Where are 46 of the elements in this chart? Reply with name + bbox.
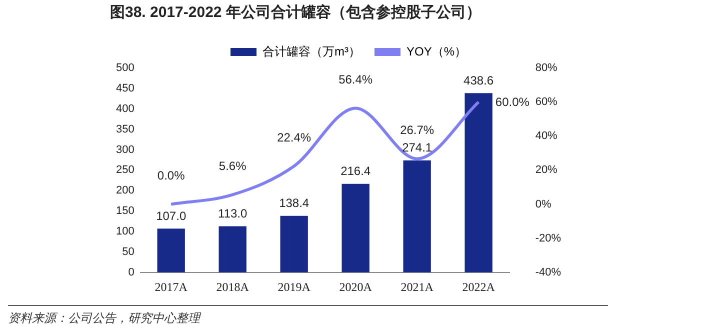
data-label: 138.4 [279,196,310,210]
bar [342,184,370,272]
bar [403,160,431,272]
y-tick-label: 150 [116,205,134,218]
data-label: 107.0 [156,208,186,223]
y-tick-label: 200 [116,184,134,197]
y2-tick-label: 60% [535,96,558,108]
y2-tick-label: -40% [535,266,562,278]
y-tick-label: 350 [116,123,134,136]
y-tick-label: 400 [116,102,134,115]
chart-title: 图38. 2017-2022 年公司合计罐容（包含参控股子公司） [110,3,481,22]
data-label: 216.4 [340,164,371,178]
bar [218,226,246,272]
x-tick-label: 2022A [462,280,496,294]
y-tick-label: 100 [116,226,134,238]
legend-label: 合计罐容（万m³） [262,44,360,58]
data-label: 60.0% [495,94,530,109]
y2-tick-label: 40% [535,130,558,142]
y-tick-label: 450 [116,82,134,94]
y2-tick-label: 0% [535,198,552,210]
bar [157,228,185,272]
data-label: 26.7% [400,123,434,138]
data-label: 5.6% [218,159,247,174]
text: 资料来源：公司公告，研究中心整理 [8,310,200,327]
x-tick-label: 2018A [216,280,250,294]
legend-label: YOY（%） [406,44,467,58]
data-label: 113.0 [218,206,248,221]
y2-tick-label: -20% [535,232,562,244]
y-tick-label: 300 [116,144,134,156]
data-label: 56.4% [338,72,373,87]
x-tick-label: 2021A [400,280,434,294]
x-tick-label: 2019A [278,280,311,294]
y-tick-label: 500 [116,62,134,74]
y2-tick-label: 20% [535,164,558,176]
bar [464,93,492,272]
bar [280,216,308,272]
y-tick-label: 0 [128,266,134,278]
data-label: 0.0% [157,168,186,183]
y-tick-label: 50 [122,246,134,258]
y-tick-label: 250 [116,164,134,176]
data-label: 438.6 [464,73,494,88]
data-label: 22.4% [277,130,312,144]
data-label: 274.1 [402,140,432,155]
y2-tick-label: 80% [535,62,558,74]
x-tick-label: 2020A [339,280,372,294]
x-tick-label: 2017A [154,280,188,294]
